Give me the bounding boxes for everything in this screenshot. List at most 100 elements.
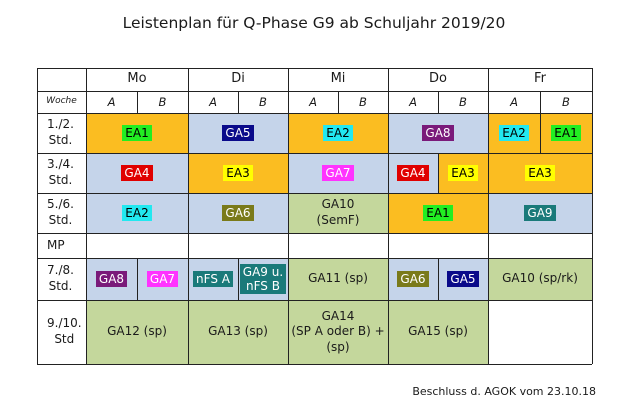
schedule-cell: GA8	[388, 113, 488, 153]
schedule-cell: GA4	[86, 153, 188, 193]
course-badge: EA1	[423, 204, 453, 222]
schedule-cell	[488, 300, 592, 364]
week-ab-label: A	[107, 94, 116, 109]
grid-line	[37, 152, 592, 154]
period-label: 5./6. Std.	[47, 197, 74, 227]
schedule-cell: GA11 (sp)	[288, 258, 388, 300]
week-ab-label: B	[459, 94, 467, 109]
course-badge: EA2	[323, 124, 353, 142]
grid-line	[37, 257, 592, 259]
schedule-cell: GA4	[388, 153, 438, 193]
week-ab-label: A	[510, 94, 518, 109]
period-label: 7./8. Std.	[47, 263, 74, 293]
day-header: Mi	[330, 71, 346, 87]
course-badge: EA1	[122, 124, 152, 142]
schedule-cell: GA7	[137, 258, 188, 300]
course-badge: EA3	[448, 164, 478, 182]
grid-line	[539, 91, 541, 113]
schedule-cell: GA6	[388, 258, 438, 300]
schedule-cell: EA2	[86, 193, 188, 233]
footer-note: Beschluss d. AGOK vom 23.10.18	[412, 385, 596, 398]
week-ab-label: B	[562, 94, 570, 109]
schedule-cell: EA1	[388, 193, 488, 233]
course-badge: GA5	[447, 270, 479, 288]
schedule-cell: EA2	[488, 113, 540, 153]
schedule-cell: EA3	[488, 153, 592, 193]
schedule-cell: GA5	[188, 113, 288, 153]
schedule-cell: EA1	[86, 113, 188, 153]
schedule-cell: GA8	[86, 258, 137, 300]
course-badge: GA6	[222, 204, 254, 222]
grid-line	[337, 91, 339, 113]
course-badge: GA6	[397, 270, 429, 288]
schedule-cell: GA13 (sp)	[188, 300, 288, 364]
schedule-cell: GA9 u. nFS B	[238, 258, 288, 300]
week-ab-label: B	[158, 94, 167, 109]
week-ab-label: B	[359, 94, 367, 109]
schedule-cell: GA12 (sp)	[86, 300, 188, 364]
schedule-cell: EA2	[288, 113, 388, 153]
week-ab-label: B	[259, 94, 267, 109]
grid-line	[37, 67, 592, 69]
period-label: 9./10. Std	[47, 316, 82, 346]
grid-line	[37, 232, 592, 234]
schedule-cell: GA5	[438, 258, 488, 300]
day-header: Mo	[127, 71, 147, 87]
course-badge: GA8	[95, 270, 128, 288]
course-badge: EA1	[551, 124, 581, 142]
period-label: 1./2. Std.	[47, 117, 74, 147]
course-badge: EA3	[223, 164, 253, 182]
period-label: MP	[47, 237, 65, 252]
grid-line	[37, 90, 592, 92]
grid-line	[136, 258, 138, 300]
grid-line	[37, 112, 592, 114]
grid-line	[387, 68, 389, 364]
period-label: 3./4. Std.	[47, 157, 74, 187]
grid-line	[539, 113, 541, 153]
course-badge: GA7	[322, 164, 354, 182]
course-badge: GA4	[121, 164, 153, 182]
schedule-cell: GA9	[488, 193, 592, 233]
course-badge: GA5	[222, 124, 254, 142]
grid-line	[237, 91, 239, 113]
grid-line	[136, 91, 138, 113]
course-badge: GA9 u. nFS B	[239, 263, 287, 295]
grid-line	[37, 363, 592, 365]
grid-line	[37, 299, 592, 301]
grid-line	[187, 68, 189, 364]
woche-label: Woche	[46, 96, 77, 107]
course-badge: GA9	[524, 204, 556, 222]
grid-line	[237, 258, 239, 300]
schedule-cell: nFS A	[188, 258, 238, 300]
course-badge: nFS A	[193, 270, 233, 288]
grid-line	[437, 153, 439, 193]
schedule-cell: GA14 (SP A oder B) + (sp)	[288, 300, 388, 364]
course-badge: EA2	[122, 204, 152, 222]
course-badge: EA2	[499, 124, 529, 142]
grid-line	[591, 68, 593, 364]
schedule-cell: GA7	[288, 153, 388, 193]
page-title: Leistenplan für Q-Phase G9 ab Schuljahr …	[122, 14, 506, 32]
grid-line	[487, 68, 489, 364]
schedule-cell: EA1	[540, 113, 592, 153]
week-ab-label: A	[309, 94, 317, 109]
grid-line	[437, 91, 439, 113]
grid-line	[287, 68, 289, 364]
schedule-cell: GA15 (sp)	[388, 300, 488, 364]
grid-line	[37, 192, 592, 194]
schedule-cell: EA3	[438, 153, 488, 193]
schedule-cell: GA10 (SemF)	[288, 193, 388, 233]
course-badge: GA7	[146, 270, 179, 288]
schedule-cell: GA6	[188, 193, 288, 233]
course-badge: EA3	[525, 164, 555, 182]
week-ab-label: A	[409, 94, 417, 109]
schedule-cell: EA3	[188, 153, 288, 193]
grid-line	[85, 68, 87, 364]
day-header: Do	[429, 71, 447, 87]
week-ab-label: A	[209, 94, 217, 109]
schedule-cell: GA10 (sp/rk)	[488, 258, 592, 300]
course-badge: GA4	[397, 164, 429, 182]
grid-line	[437, 258, 439, 300]
day-header: Fr	[534, 71, 546, 87]
